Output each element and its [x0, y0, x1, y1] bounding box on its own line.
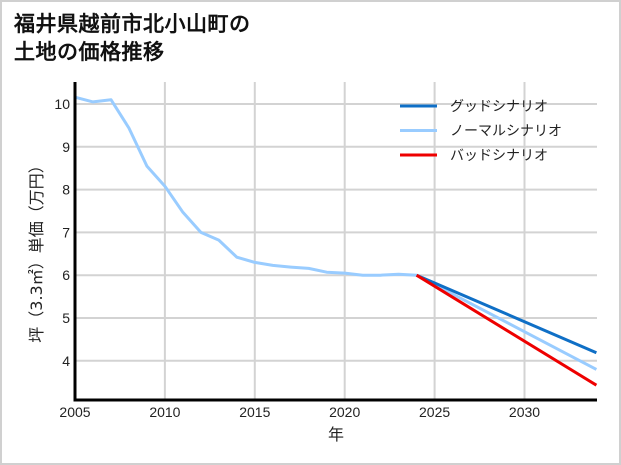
legend-label: ノーマルシナリオ — [450, 124, 562, 140]
grid-lines — [75, 82, 597, 400]
y-tick-label: 8 — [62, 182, 70, 198]
series-line — [416, 273, 597, 355]
y-tick-label: 9 — [62, 139, 70, 155]
x-tick-label: 2030 — [509, 404, 540, 420]
chart-title-line1: 福井県越前市北小山町の — [14, 12, 251, 36]
y-tick-label: 6 — [62, 267, 70, 283]
x-tick-label: 2010 — [149, 404, 180, 420]
legend-label: グッドシナリオ — [450, 99, 548, 115]
x-tick-label: 2015 — [239, 404, 270, 420]
y-tick-label: 4 — [62, 353, 70, 369]
legend-label: バッドシナリオ — [450, 148, 548, 164]
series-line — [415, 273, 598, 387]
x-tick-label: 2020 — [329, 404, 360, 420]
x-axis-label: 年 — [328, 425, 344, 444]
chart-title-line2: 土地の価格推移 — [14, 40, 165, 64]
tick-labels: 2005 2010 2015 2020 2025 2030 4 5 6 7 8 9 10 — [54, 96, 540, 420]
series-line — [74, 95, 598, 371]
y-tick-label: 7 — [62, 224, 70, 240]
x-tick-label: 2005 — [59, 404, 90, 420]
series-lines — [74, 95, 598, 387]
axes — [73, 82, 597, 402]
y-tick-label: 10 — [54, 96, 70, 112]
y-tick-label: 5 — [62, 310, 70, 326]
y-axis-label: 坪（3.3㎡）単価（万円） — [27, 157, 46, 342]
x-tick-label: 2025 — [419, 404, 450, 420]
chart-title: 福井県越前市北小山町の 土地の価格推移 — [14, 10, 251, 66]
